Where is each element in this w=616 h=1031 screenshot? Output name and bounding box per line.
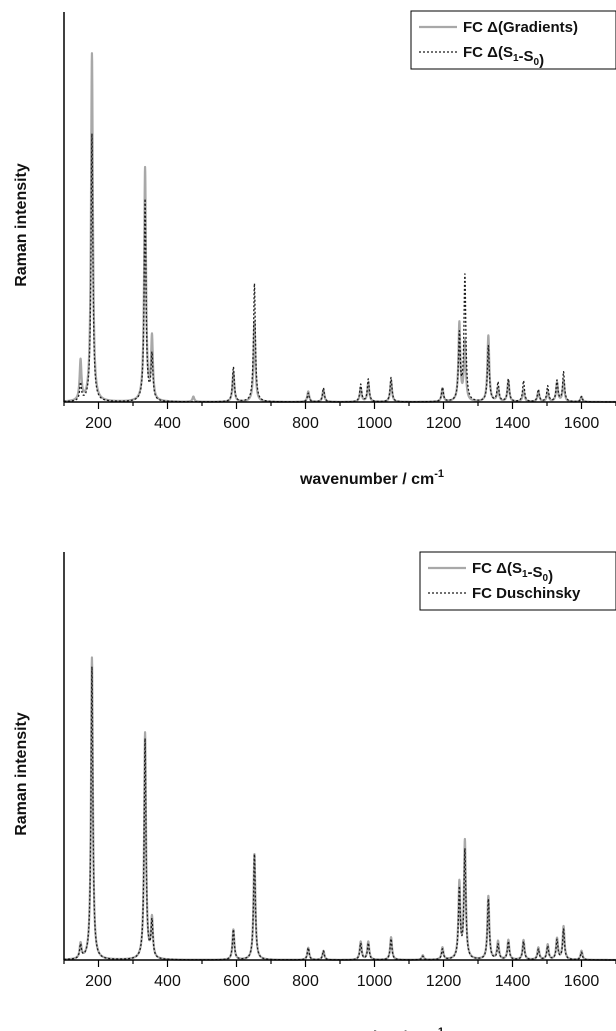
legend-text-part: FC Δ(S (463, 44, 513, 61)
x-axis-title: wavenumber / cm-1 (299, 1026, 444, 1031)
x-tick-label: 800 (292, 973, 319, 990)
legend-label-2: FC Duschinsky (472, 585, 581, 602)
legend-label-1: FC Δ(Gradients) (463, 19, 578, 36)
legend-text-part: FC Duschinsky (472, 585, 581, 602)
x-tick-label: 600 (223, 973, 250, 990)
x-tick-label: 1600 (564, 415, 600, 432)
x-axis-title-superscript: -1 (434, 468, 444, 480)
x-tick-label: 400 (154, 973, 181, 990)
x-tick-label: 600 (223, 415, 250, 432)
y-axis-title: Raman intensity (13, 163, 30, 287)
legend-text-part: ) (548, 568, 553, 585)
x-tick-label: 1400 (495, 973, 531, 990)
series-line-2 (63, 665, 616, 961)
x-tick-label: 1200 (426, 415, 462, 432)
legend-label-2: FC Δ(S1-S0) (463, 44, 544, 69)
x-axis-title: wavenumber / cm-1 (299, 468, 444, 488)
chart-panel-1: 200 400 600 800 1000 1200 1400 1600 wavenumber /… (13, 10, 616, 488)
x-tick-label: 1000 (357, 415, 393, 432)
legend-box (419, 551, 616, 611)
legend-text-part: -S (528, 564, 543, 581)
legend-label-1: FC Δ(S1-S0) (472, 560, 553, 585)
x-axis-title-superscript: -1 (434, 1026, 444, 1031)
x-tick-label: 1600 (564, 973, 600, 990)
y-axis-title: Raman intensity (13, 712, 30, 836)
x-tick-label: 1000 (357, 973, 393, 990)
x-tick-label: 400 (154, 415, 181, 432)
legend-text-part: -S (519, 48, 534, 65)
chart-panel-2: 200 400 600 800 1000 1200 1400 1600 wavenumber /… (13, 551, 616, 1031)
legend-text-part: FC Δ(S (472, 560, 522, 577)
legend-text-part: ) (539, 52, 544, 69)
legend-subscript: 0 (534, 57, 540, 68)
legend-box (410, 10, 616, 70)
x-tick-label: 200 (85, 973, 112, 990)
legend-subscript: 1 (522, 569, 528, 580)
x-tick-label: 1200 (426, 973, 462, 990)
x-tick-label: 800 (292, 415, 319, 432)
legend-subscript: 0 (543, 573, 549, 584)
legend-subscript: 1 (513, 53, 519, 64)
legend-text-part: FC Δ(Gradients) (463, 19, 578, 36)
x-tick-label: 200 (85, 415, 112, 432)
x-tick-label: 1400 (495, 415, 531, 432)
